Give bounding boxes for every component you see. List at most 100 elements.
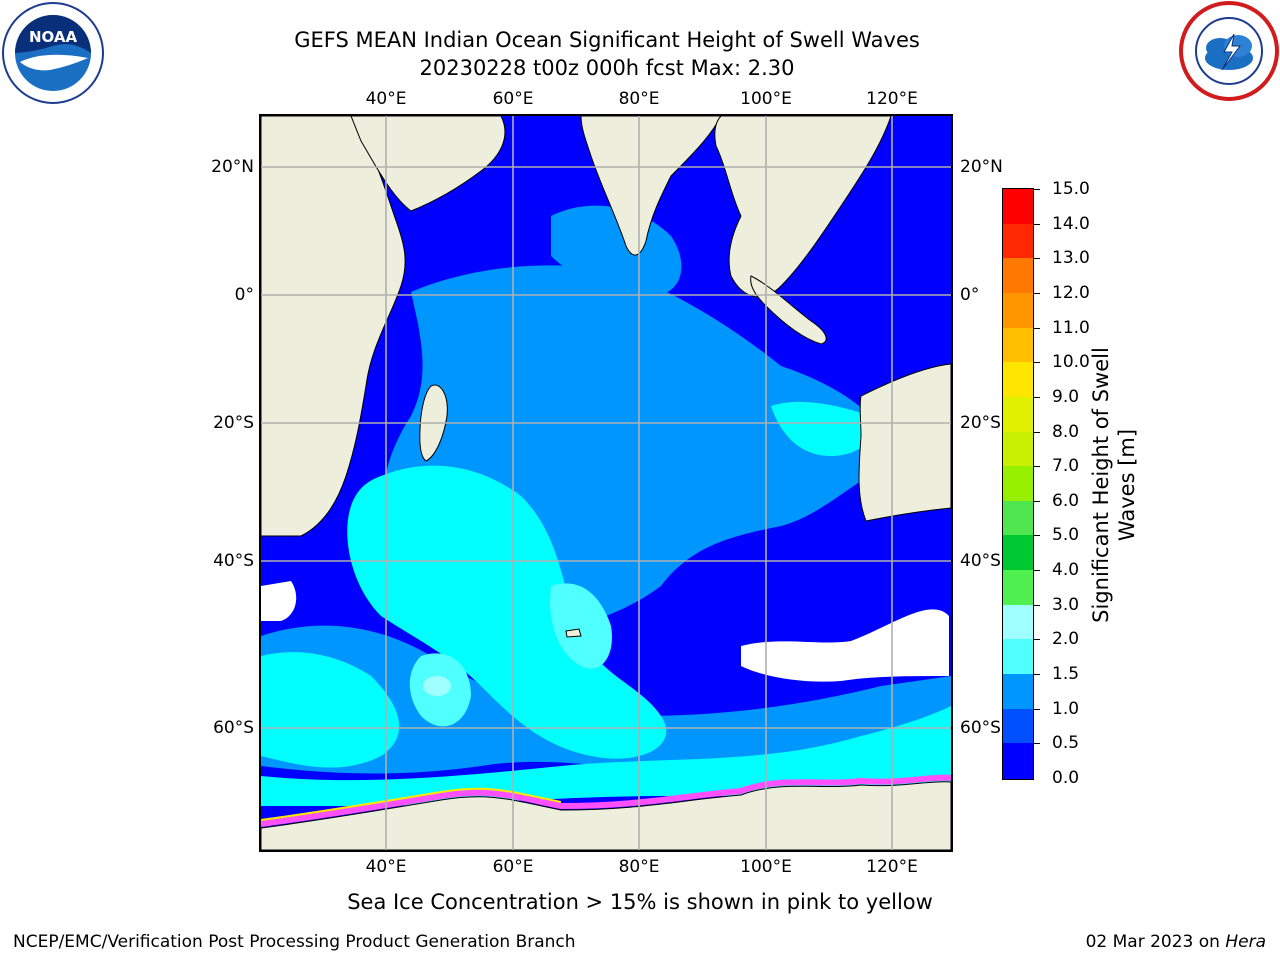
colorbar-band: [1003, 292, 1033, 329]
map-frame: [259, 114, 953, 852]
lon-tick-bottom: 60°E: [492, 857, 534, 877]
lon-tick-top: 40°E: [365, 89, 407, 109]
lon-tick-bottom: 40°E: [365, 857, 407, 877]
credit-date-text: 02 Mar 2023 on: [1085, 932, 1226, 952]
lon-tick-bottom: 80°E: [618, 857, 660, 877]
colorbar-band: [1003, 223, 1033, 259]
land-antarctica: [261, 781, 951, 850]
colorbar-band: [1003, 327, 1033, 363]
land-kerguelen: [565, 628, 582, 638]
missing-data-area: [261, 581, 297, 621]
colorbar-band: [1003, 189, 1033, 225]
ocean-band-2-3: [423, 676, 451, 696]
colorbar-label: 4.0: [1052, 560, 1080, 581]
lat-tick-right: 40°S: [960, 551, 1001, 571]
swell-height-map: [261, 116, 951, 850]
lon-tick-top: 80°E: [618, 89, 660, 109]
ocean-band-1-1.5: [771, 401, 874, 456]
lat-tick-left: 20°S: [213, 413, 254, 433]
colorbar-tick: [1034, 570, 1040, 572]
colorbar-band: [1003, 500, 1033, 537]
colorbar-band: [1003, 466, 1033, 502]
lat-tick-right: 0°: [960, 285, 980, 305]
colorbar-band: [1003, 743, 1033, 779]
colorbar-tick: [1034, 466, 1040, 468]
lon-tick-bottom: 120°E: [866, 857, 918, 877]
colorbar-label: 10.0: [1052, 352, 1090, 373]
noaa-logo: NOAA: [2, 2, 104, 104]
credit-branch: NCEP/EMC/Verification Post Processing Pr…: [13, 932, 576, 952]
colorbar-band: [1003, 570, 1033, 606]
lat-tick-left: 20°N: [211, 157, 254, 177]
colorbar-tick: [1034, 500, 1040, 502]
colorbar-title-line2: Waves [m]: [1115, 428, 1139, 542]
ocean-band-1-1.5: [261, 652, 400, 768]
lon-tick-top: 100°E: [740, 89, 792, 109]
colorbar-tick: [1034, 396, 1040, 398]
land-southeast-asia: [714, 116, 892, 298]
credit-date: 02 Mar 2023 on Hera: [1086, 932, 1266, 952]
colorbar-tick: [1034, 223, 1040, 225]
land-sumatra: [750, 275, 827, 345]
lat-tick-right: 60°S: [960, 718, 1001, 738]
lon-tick-bottom: 100°E: [740, 857, 792, 877]
colorbar-band: [1003, 708, 1033, 744]
colorbar-label: 14.0: [1052, 213, 1090, 234]
ocean-band-1-1.5: [347, 465, 667, 759]
colorbar-tick: [1034, 258, 1040, 260]
sea-ice-footnote: Sea Ice Concentration > 15% is shown in …: [347, 890, 933, 914]
colorbar-tick: [1034, 708, 1040, 710]
ocean-band-1.5-2: [550, 583, 612, 669]
colorbar-label: 7.0: [1052, 456, 1080, 477]
colorbar-tick: [1034, 189, 1040, 190]
colorbar-tick: [1034, 535, 1040, 537]
missing-data-area: [741, 609, 949, 682]
colorbar-title: Significant Height of Swell Waves [m]: [1088, 285, 1140, 685]
graticule: [261, 116, 951, 850]
colorbar-label: 2.0: [1052, 629, 1080, 650]
colorbar-band: [1003, 639, 1033, 675]
colorbar-label: 15.0: [1052, 179, 1090, 199]
lat-tick-left: 40°S: [213, 551, 254, 571]
land-arabia: [350, 116, 506, 212]
svg-text:NOAA: NOAA: [29, 28, 78, 46]
colorbar-band: [1003, 535, 1033, 571]
colorbar-label: 1.0: [1052, 698, 1080, 719]
colorbar: [1002, 188, 1034, 780]
lat-tick-right: 20°N: [960, 157, 1003, 177]
chart-subtitle: 20230228 t00z 000h fcst Max: 2.30: [419, 56, 795, 80]
colorbar-label: 12.0: [1052, 282, 1090, 303]
colorbar-label: 9.0: [1052, 386, 1080, 407]
colorbar-tick: [1034, 743, 1040, 745]
colorbar-label: 13.0: [1052, 248, 1090, 269]
sea-ice-edge: [261, 774, 951, 827]
colorbar-label: 3.0: [1052, 594, 1080, 615]
colorbar-band: [1003, 674, 1033, 710]
colorbar-tick: [1034, 292, 1040, 294]
colorbar-label: 0.5: [1052, 733, 1080, 754]
colorbar-title-line1: Significant Height of Swell: [1089, 347, 1113, 623]
colorbar-label: 1.5: [1052, 664, 1080, 685]
colorbar-tick: [1034, 327, 1040, 329]
colorbar-band: [1003, 396, 1033, 433]
lon-tick-top: 120°E: [866, 89, 918, 109]
colorbar-tick: [1034, 639, 1040, 641]
lat-tick-left: 0°: [234, 285, 254, 305]
colorbar-tick: [1034, 604, 1040, 606]
colorbar-label: 8.0: [1052, 421, 1080, 442]
lon-tick-top: 60°E: [492, 89, 534, 109]
lat-tick-right: 20°S: [960, 413, 1001, 433]
colorbar-tick: [1034, 674, 1040, 676]
colorbar-label: 6.0: [1052, 490, 1080, 511]
colorbar-tick: [1034, 431, 1040, 433]
colorbar-band: [1003, 258, 1033, 294]
nws-logo: [1179, 1, 1279, 101]
colorbar-label: 5.0: [1052, 525, 1080, 546]
sea-ice-edge: [261, 787, 562, 821]
land-india: [580, 116, 722, 256]
chart-title: GEFS MEAN Indian Ocean Significant Heigh…: [294, 28, 920, 52]
colorbar-band: [1003, 362, 1033, 398]
colorbar-tick: [1034, 362, 1040, 364]
land-australia: [858, 363, 951, 522]
colorbar-band: [1003, 431, 1033, 467]
